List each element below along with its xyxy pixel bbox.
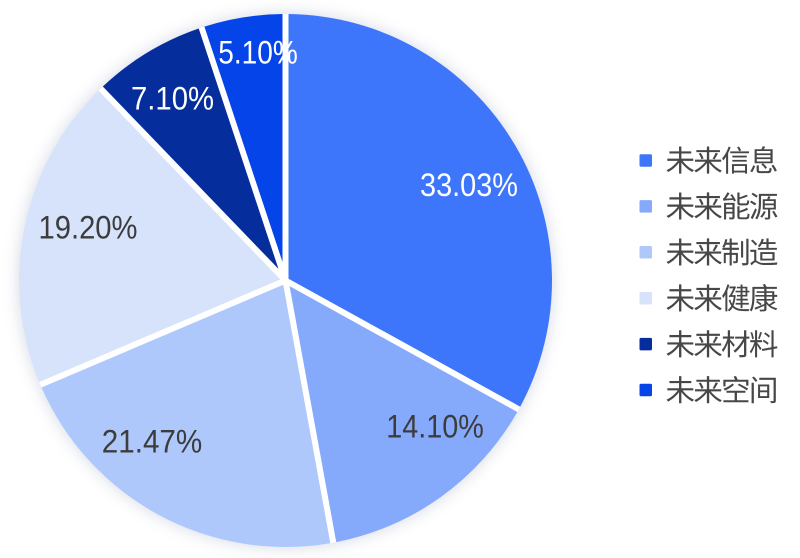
svg-text:5.10%: 5.10% bbox=[218, 35, 298, 71]
svg-text:7.10%: 7.10% bbox=[131, 81, 214, 117]
svg-text:14.10%: 14.10% bbox=[386, 409, 484, 445]
svg-text:33.03%: 33.03% bbox=[420, 167, 518, 203]
svg-text:21.47%: 21.47% bbox=[102, 424, 203, 460]
svg-text:19.20%: 19.20% bbox=[39, 210, 138, 246]
